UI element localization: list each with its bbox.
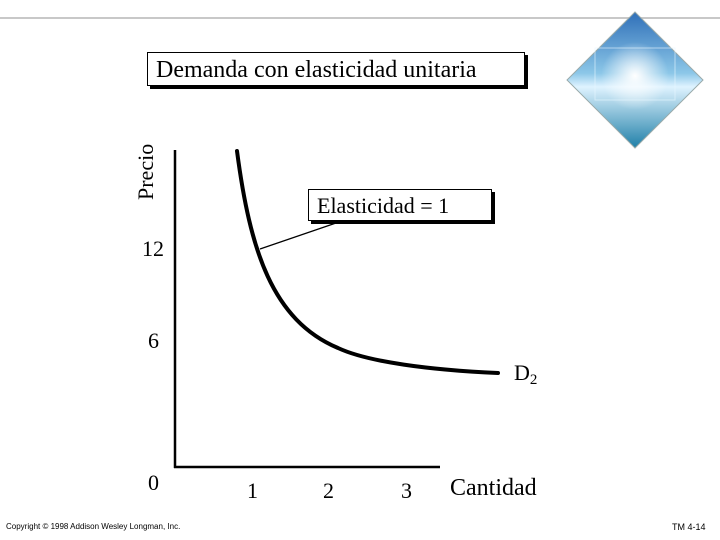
copyright-text: Copyright © 1998 Addison Wesley Longman,… — [6, 522, 181, 531]
series-label-subscript: 2 — [529, 372, 538, 388]
top-rule — [0, 17, 720, 19]
x-tick-label: 1 — [247, 478, 258, 503]
demand-curve-d2 — [235, 149, 500, 375]
y-tick-label: 0 — [148, 470, 159, 495]
series-label-main: D — [514, 360, 530, 385]
y-tick-label: 6 — [148, 328, 159, 353]
chart-title: Demanda con elasticidad unitaria — [147, 52, 525, 86]
slide-id: TM 4-14 — [672, 522, 706, 532]
x-axis-label: Cantidad — [450, 475, 537, 501]
ocean-sunburst-icon — [566, 11, 704, 149]
y-tick-label: 12 — [142, 236, 164, 261]
x-tick-label: 2 — [323, 478, 334, 503]
annotation-leader-line — [259, 222, 337, 250]
x-tick-label: 3 — [401, 478, 412, 503]
series-label-d2: D2 — [514, 360, 537, 389]
elasticity-annotation: Elasticidad = 1 — [308, 189, 492, 221]
